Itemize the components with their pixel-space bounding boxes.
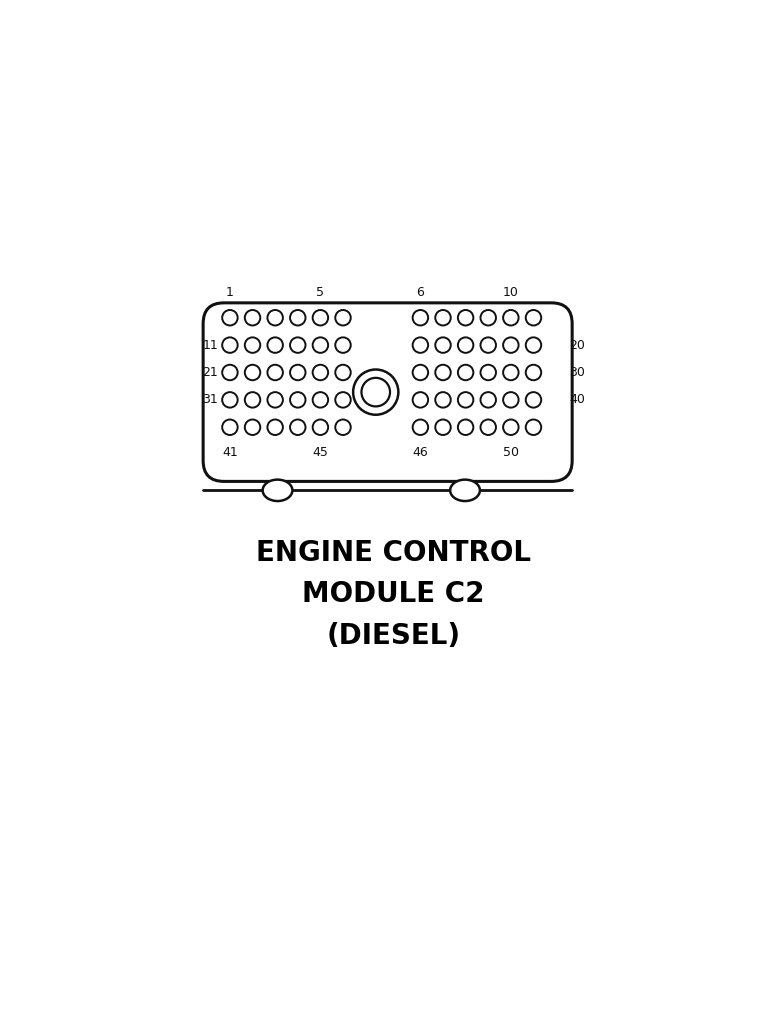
Circle shape [458,365,473,380]
Circle shape [481,365,496,380]
Circle shape [290,365,306,380]
Circle shape [503,392,518,408]
Circle shape [313,392,328,408]
Circle shape [336,392,351,408]
Circle shape [481,310,496,326]
Circle shape [336,365,351,380]
Circle shape [526,420,541,435]
Circle shape [435,337,451,353]
Circle shape [412,420,428,435]
Text: 41: 41 [222,446,238,460]
Circle shape [313,337,328,353]
Text: 1: 1 [226,286,234,299]
Circle shape [435,310,451,326]
Ellipse shape [450,479,480,501]
Text: 30: 30 [569,366,585,379]
Circle shape [222,420,237,435]
Circle shape [267,310,283,326]
Circle shape [290,337,306,353]
Circle shape [526,337,541,353]
Circle shape [290,310,306,326]
Circle shape [313,420,328,435]
Circle shape [222,310,237,326]
Text: 6: 6 [416,286,425,299]
Circle shape [435,392,451,408]
Circle shape [222,337,237,353]
Ellipse shape [263,479,293,501]
Circle shape [353,370,399,415]
Text: MODULE C2: MODULE C2 [303,581,485,608]
Text: 31: 31 [202,393,218,407]
Text: 40: 40 [569,393,585,407]
Circle shape [245,392,260,408]
Circle shape [412,310,428,326]
Text: 10: 10 [503,286,519,299]
Circle shape [245,337,260,353]
Circle shape [412,337,428,353]
Circle shape [267,392,283,408]
FancyBboxPatch shape [203,303,572,481]
Text: 5: 5 [316,286,324,299]
Circle shape [458,392,473,408]
Text: 50: 50 [503,446,519,460]
Circle shape [503,420,518,435]
Circle shape [435,420,451,435]
Circle shape [526,392,541,408]
Circle shape [435,365,451,380]
Circle shape [290,420,306,435]
Circle shape [336,310,351,326]
Text: 21: 21 [202,366,218,379]
Ellipse shape [263,479,293,501]
Circle shape [313,365,328,380]
Circle shape [290,392,306,408]
Circle shape [526,310,541,326]
Circle shape [481,420,496,435]
Circle shape [267,420,283,435]
Circle shape [313,310,328,326]
Circle shape [458,420,473,435]
Circle shape [526,365,541,380]
Circle shape [362,378,390,407]
Circle shape [222,365,237,380]
Ellipse shape [450,479,480,501]
Circle shape [503,337,518,353]
Circle shape [412,365,428,380]
Circle shape [458,310,473,326]
Text: 45: 45 [313,446,329,460]
Text: (DIESEL): (DIESEL) [326,623,461,650]
Circle shape [245,365,260,380]
Circle shape [412,392,428,408]
Circle shape [503,365,518,380]
Circle shape [245,310,260,326]
Text: ENGINE CONTROL: ENGINE CONTROL [256,539,531,567]
Circle shape [267,337,283,353]
Circle shape [458,337,473,353]
Circle shape [222,392,237,408]
Circle shape [503,310,518,326]
Circle shape [336,337,351,353]
Text: 20: 20 [569,339,585,351]
Text: 11: 11 [202,339,218,351]
Circle shape [481,392,496,408]
Circle shape [481,337,496,353]
Circle shape [336,420,351,435]
Text: 46: 46 [412,446,429,460]
Circle shape [245,420,260,435]
Circle shape [267,365,283,380]
